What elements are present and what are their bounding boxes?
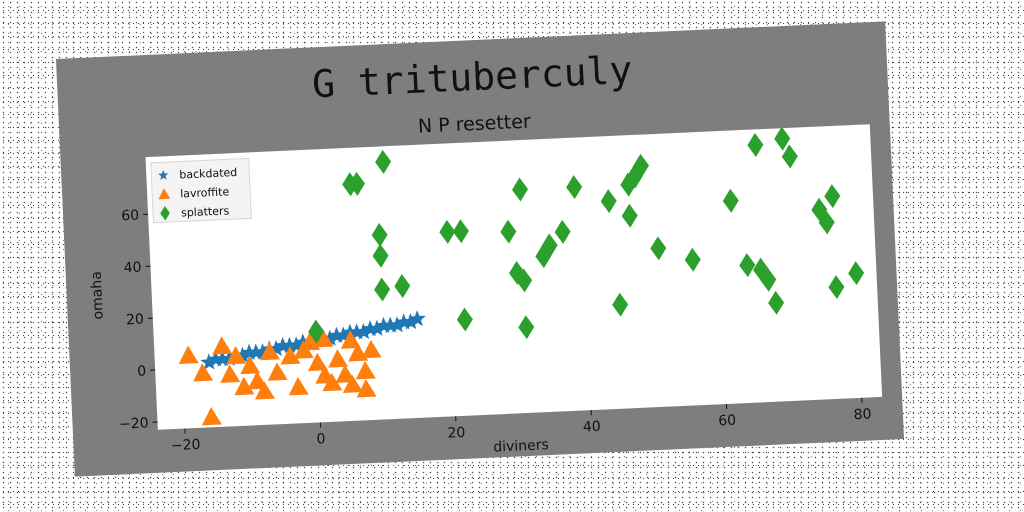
x-tick-label: 40 (583, 419, 602, 436)
y-tick-label: 60 (121, 208, 140, 225)
x-tick-label: 20 (447, 425, 466, 442)
chart-svg: G trituberculy N P resetter −20 0 20 40 60 80… (56, 21, 904, 476)
y-axis-label: omaha (89, 271, 107, 320)
legend: backdated lavroffite splatters (151, 158, 252, 222)
x-axis-label: diviners (493, 437, 549, 456)
x-tick-label: −20 (171, 437, 201, 454)
legend-label-lavroffite: lavroffite (180, 185, 230, 200)
chart-figure: G trituberculy N P resetter −20 0 20 40 60 80… (56, 21, 904, 476)
y-tick-label: −20 (119, 415, 149, 432)
x-tick-label: 60 (718, 413, 737, 430)
chart-title: G trituberculy (311, 48, 633, 106)
legend-label-splatters: splatters (181, 204, 230, 219)
x-tick-label: 80 (853, 406, 872, 423)
y-tick-label: 40 (123, 260, 142, 277)
x-tick-label: 0 (316, 431, 326, 447)
y-tick-label: 0 (137, 363, 147, 379)
y-tick-label: 20 (126, 312, 145, 329)
legend-label-backdated: backdated (179, 166, 237, 182)
chart-subtitle: N P resetter (417, 111, 531, 138)
